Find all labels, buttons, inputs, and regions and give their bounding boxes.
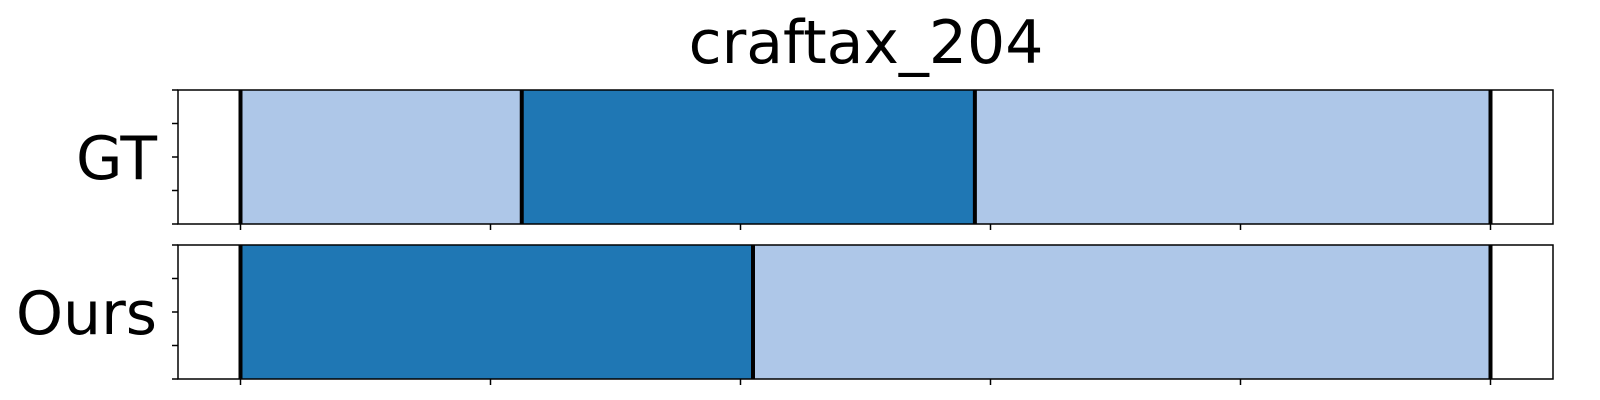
segment-gt-3 — [974, 90, 1491, 224]
segment-ours-2 — [753, 245, 1491, 379]
segment-ours-1 — [240, 245, 753, 379]
panels: GT Ours — [16, 89, 1554, 385]
row-label-gt: GT — [76, 124, 157, 194]
segment-gt-1 — [240, 90, 522, 224]
panel-ours: Ours — [16, 244, 1554, 385]
panel-gt: GT — [76, 89, 1554, 230]
row-label-ours: Ours — [16, 279, 157, 349]
segment-gt-2 — [521, 90, 975, 224]
chart-title: craftax_204 — [689, 8, 1044, 78]
